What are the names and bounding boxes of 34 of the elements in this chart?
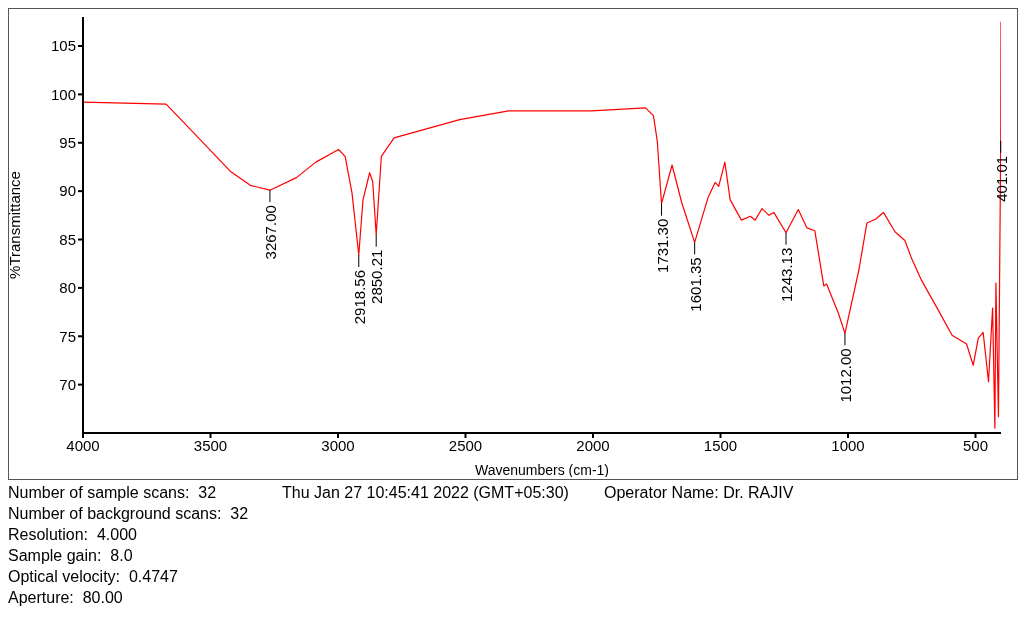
x-tick-label: 3000 [321,436,355,454]
x-axis-title: Wavenumbers (cm-1) [474,462,610,478]
y-tick-label: 70 [59,375,76,393]
x-tick-label: 2000 [576,436,610,454]
x-tick-label: 1500 [703,436,738,454]
text: Number of background scans: 32 [8,504,250,524]
annotation: 3267.00 [261,205,279,260]
y-tick-label: 100 [50,85,76,103]
annotation: 401.01 [992,155,1010,202]
y-tick-label: 80 [59,279,76,297]
y-tick-label: 95 [59,134,76,152]
x-tick-label: 1000 [831,436,865,454]
x-tick-label: 3500 [193,436,228,454]
annotation: 2918.56 [350,269,368,325]
x-tick-label: 2500 [448,436,483,454]
y-tick-label: 105 [50,37,76,55]
annotation: 1601.35 [686,257,704,312]
annotation: 1243.13 [778,247,795,302]
y-tick-label: 85 [59,230,76,248]
annotation: 1012.00 [836,348,854,403]
annotation: 2850.21 [368,249,386,304]
text: Resolution: 4.000 [8,525,138,545]
y-tick-label: 75 [59,327,76,345]
x-tick-label: 500 [962,436,989,454]
text: Optical velocity: 0.4747 [8,567,179,587]
text: Sample gain: 8.0 [8,546,134,566]
y-axis-title: %Transmittance [6,171,24,279]
y-tick-label: 90 [59,182,76,200]
text: Operator Name: Dr. RAJIV [604,483,795,503]
text: Number of sample scans: 32 [8,483,218,503]
x-tick-label: 4000 [66,436,100,454]
text: Thu Jan 27 10:45:41 2022 (GMT+05:30) [282,483,570,503]
annotation: 1731.30 [653,218,671,273]
text: Aperture: 80.00 [8,588,124,608]
